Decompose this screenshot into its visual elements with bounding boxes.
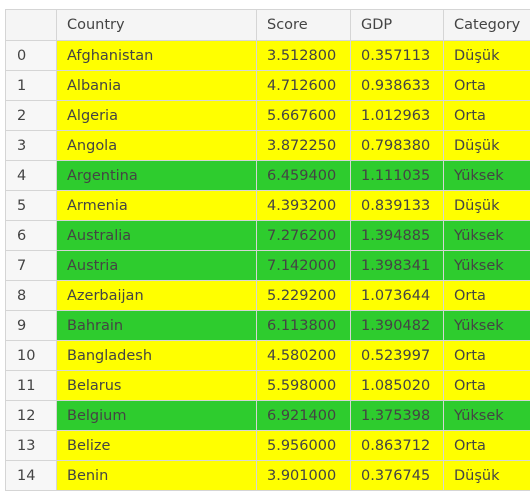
country-cell: Armenia [56,190,257,221]
row-index: 3 [5,130,57,161]
category-cell: Düşük [443,130,530,161]
category-cell: Düşük [443,190,530,221]
country-cell: Austria [56,250,257,281]
score-cell: 6.113800 [256,310,351,341]
gdp-cell: 1.111035 [350,160,444,191]
table-row: 3 Angola 3.872250 0.798380 Düşük [5,130,530,161]
row-index: 14 [5,460,57,491]
score-cell: 5.598000 [256,370,351,401]
gdp-cell: 1.394885 [350,220,444,251]
table-row: 7 Austria 7.142000 1.398341 Yüksek [5,250,530,281]
score-cell: 7.276200 [256,220,351,251]
country-cell: Azerbaijan [56,280,257,311]
table-row: 4 Argentina 6.459400 1.111035 Yüksek [5,160,530,191]
gdp-cell: 0.839133 [350,190,444,221]
row-index: 10 [5,340,57,371]
country-cell: Algeria [56,100,257,131]
row-index: 4 [5,160,57,191]
category-cell: Orta [443,430,530,461]
score-cell: 5.229200 [256,280,351,311]
table-row: 6 Australia 7.276200 1.394885 Yüksek [5,220,530,251]
styled-dataframe: Country Score GDP Category 0 Afghanistan 3… [5,9,530,491]
gdp-header[interactable]: GDP [350,9,444,41]
score-cell: 3.512800 [256,40,351,71]
category-cell: Yüksek [443,160,530,191]
category-cell: Yüksek [443,400,530,431]
country-cell: Afghanistan [56,40,257,71]
category-cell: Orta [443,280,530,311]
country-cell: Belgium [56,400,257,431]
country-cell: Bahrain [56,310,257,341]
row-index: 5 [5,190,57,221]
gdp-cell: 1.398341 [350,250,444,281]
table-row: 11 Belarus 5.598000 1.085020 Orta [5,370,530,401]
table-row: 9 Bahrain 6.113800 1.390482 Yüksek [5,310,530,341]
table-row: 8 Azerbaijan 5.229200 1.073644 Orta [5,280,530,311]
category-cell: Yüksek [443,250,530,281]
score-cell: 7.142000 [256,250,351,281]
row-index: 6 [5,220,57,251]
category-cell: Orta [443,370,530,401]
gdp-cell: 1.375398 [350,400,444,431]
score-header[interactable]: Score [256,9,351,41]
score-cell: 3.901000 [256,460,351,491]
country-cell: Bangladesh [56,340,257,371]
gdp-cell: 1.390482 [350,310,444,341]
gdp-cell: 1.073644 [350,280,444,311]
row-index: 11 [5,370,57,401]
gdp-cell: 1.012963 [350,100,444,131]
category-cell: Orta [443,340,530,371]
country-cell: Albania [56,70,257,101]
table-row: 1 Albania 4.712600 0.938633 Orta [5,70,530,101]
country-cell: Belize [56,430,257,461]
row-index: 8 [5,280,57,311]
score-cell: 4.393200 [256,190,351,221]
category-cell: Yüksek [443,220,530,251]
gdp-cell: 0.376745 [350,460,444,491]
score-cell: 4.712600 [256,70,351,101]
gdp-cell: 0.523997 [350,340,444,371]
category-cell: Düşük [443,460,530,491]
category-cell: Yüksek [443,310,530,341]
table-row: 13 Belize 5.956000 0.863712 Orta [5,430,530,461]
category-cell: Düşük [443,40,530,71]
data-table: Country Score GDP Category 0 Afghanistan 3… [5,9,530,491]
score-cell: 3.872250 [256,130,351,161]
score-cell: 5.956000 [256,430,351,461]
row-index: 7 [5,250,57,281]
score-cell: 6.921400 [256,400,351,431]
score-cell: 6.459400 [256,160,351,191]
row-index: 0 [5,40,57,71]
row-index: 9 [5,310,57,341]
score-cell: 5.667600 [256,100,351,131]
score-cell: 4.580200 [256,340,351,371]
gdp-cell: 1.085020 [350,370,444,401]
country-header[interactable]: Country [56,9,257,41]
index-header [5,9,57,41]
row-index: 13 [5,430,57,461]
category-cell: Orta [443,70,530,101]
row-index: 12 [5,400,57,431]
table-row: 12 Belgium 6.921400 1.375398 Yüksek [5,400,530,431]
category-header[interactable]: Category [443,9,530,41]
country-cell: Benin [56,460,257,491]
table-row: 5 Armenia 4.393200 0.839133 Düşük [5,190,530,221]
table-row: 10 Bangladesh 4.580200 0.523997 Orta [5,340,530,371]
country-cell: Angola [56,130,257,161]
gdp-cell: 0.938633 [350,70,444,101]
country-cell: Belarus [56,370,257,401]
country-cell: Argentina [56,160,257,191]
table-row: 0 Afghanistan 3.512800 0.357113 Düşük [5,40,530,71]
category-cell: Orta [443,100,530,131]
row-index: 2 [5,100,57,131]
gdp-cell: 0.863712 [350,430,444,461]
header-row: Country Score GDP Category [5,9,530,41]
country-cell: Australia [56,220,257,251]
gdp-cell: 0.357113 [350,40,444,71]
table-row: 2 Algeria 5.667600 1.012963 Orta [5,100,530,131]
gdp-cell: 0.798380 [350,130,444,161]
row-index: 1 [5,70,57,101]
table-row: 14 Benin 3.901000 0.376745 Düşük [5,460,530,491]
